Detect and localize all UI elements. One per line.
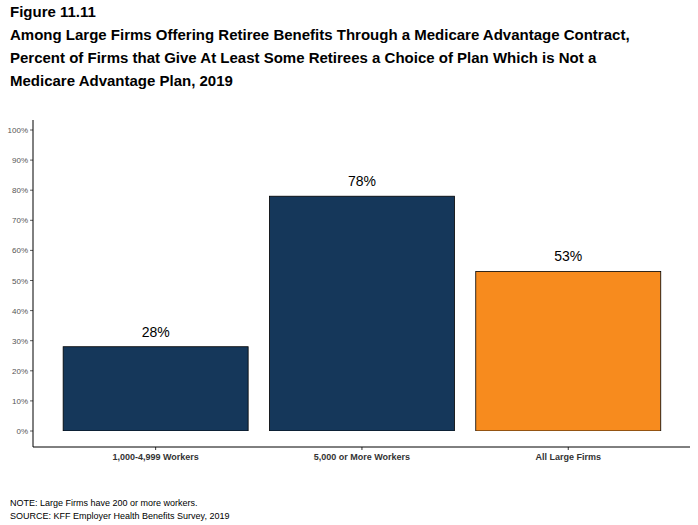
chart: Figure 11.11 Among Large Firms Offering R… (0, 0, 698, 525)
note: SOURCE: KFF Employer Health Benefits Sur… (10, 511, 229, 521)
y-tick-label: 90% (12, 156, 28, 165)
y-tick-label: 40% (12, 307, 28, 316)
bar (269, 196, 454, 431)
y-tick-label: 100% (8, 126, 28, 135)
y-tick-label: 0% (16, 427, 28, 436)
y-tick-label: 70% (12, 216, 28, 225)
x-tick-label: 1,000-4,999 Workers (112, 452, 198, 462)
data-label: 28% (142, 324, 170, 340)
x-tick (568, 447, 569, 450)
x-tick-label: All Large Firms (535, 452, 601, 462)
x-tick (155, 447, 156, 450)
x-tick-label: 5,000 or More Workers (314, 452, 410, 462)
title: Medicare Advantage Plan, 2019 (10, 72, 233, 89)
title: Among Large Firms Offering Retiree Benef… (10, 26, 630, 43)
x-tick (361, 447, 362, 450)
y-tick-label: 20% (12, 367, 28, 376)
note: NOTE: Large Firms have 200 or more worke… (10, 498, 198, 508)
y-axis (33, 120, 34, 447)
title: Percent of Firms that Give At Least Some… (10, 49, 597, 66)
bar (63, 347, 248, 431)
bar (476, 271, 661, 431)
y-tick-label: 10% (12, 397, 28, 406)
data-label: 78% (348, 173, 376, 189)
y-tick-label: 30% (12, 337, 28, 346)
x-axis (33, 447, 690, 448)
y-tick-label: 50% (12, 277, 28, 286)
figure-label: Figure 11.11 (10, 3, 96, 20)
y-tick-label: 80% (12, 186, 28, 195)
y-tick-label: 60% (12, 246, 28, 255)
bars (63, 196, 661, 431)
data-label: 53% (554, 248, 582, 264)
